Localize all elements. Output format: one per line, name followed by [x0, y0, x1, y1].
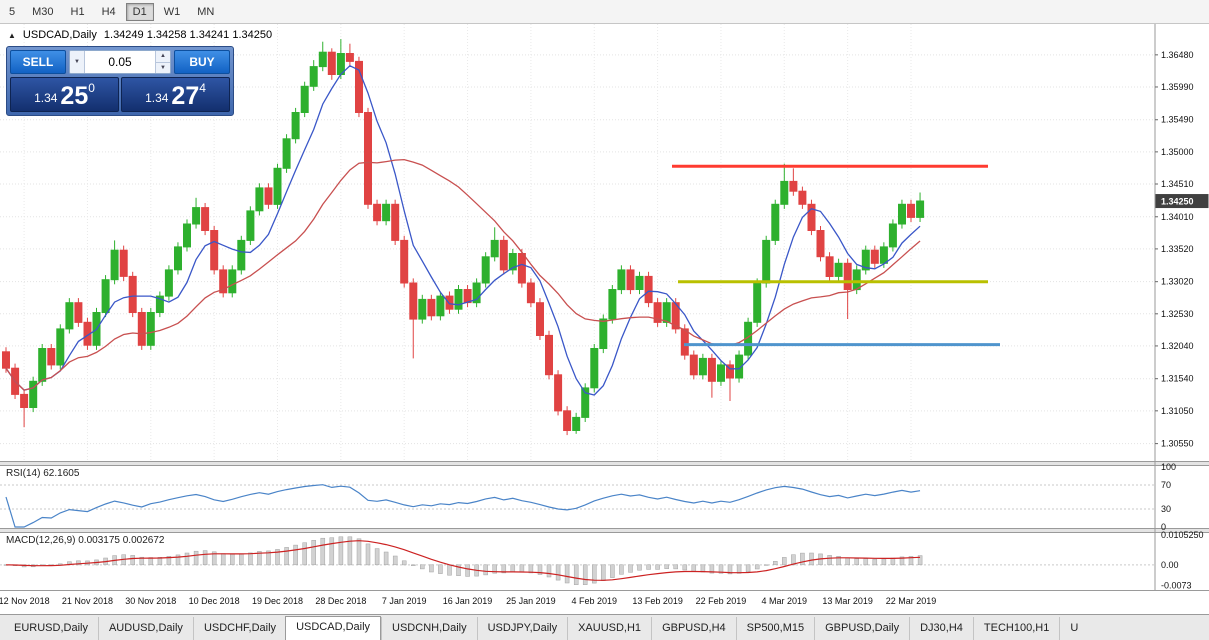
date-tick-label: 22 Feb 2019	[696, 596, 747, 606]
price-tick-label: 1.33520	[1161, 244, 1194, 254]
chart-ohlc-values: 1.34249 1.34258 1.34241 1.34250	[103, 29, 273, 41]
buy-price-pipette: 4	[199, 81, 206, 95]
timeframe-button-5[interactable]: 5	[9, 5, 16, 18]
price-tick-label: 1.32040	[1161, 341, 1194, 351]
ma-slow-line	[5, 158, 921, 391]
volume-input[interactable]	[85, 51, 155, 73]
date-tick-label: 4 Feb 2019	[571, 596, 617, 606]
buy-button[interactable]: BUY	[174, 50, 230, 74]
macd-scale-label: 0.00	[1161, 560, 1179, 570]
date-tick-label: 16 Jan 2019	[443, 596, 493, 606]
buy-price-big-digits: 27	[171, 82, 200, 110]
price-chart-canvas[interactable]: RSI(14) 62.1605 MACD(12,26,9) 0.003175 0.…	[0, 24, 1209, 614]
buy-price-quote[interactable]: 1.34 27 4	[121, 77, 230, 112]
timeframe-toolbar: 5 M30 H1 H4 D1 W1 MN	[0, 0, 1209, 24]
volume-decrease-icon[interactable]: ▼	[156, 62, 170, 73]
price-tick-label: 1.32530	[1161, 309, 1194, 319]
chart-tab-USDCNH-Daily[interactable]: USDCNH,Daily	[381, 617, 477, 640]
pane-splitter[interactable]	[0, 461, 1209, 466]
volume-increase-icon[interactable]: ▲	[156, 51, 170, 63]
sell-price-pipette: 0	[88, 81, 95, 95]
timeframe-button-H1[interactable]: H1	[70, 5, 85, 18]
date-tick-label: 19 Dec 2018	[252, 596, 303, 606]
one-click-trading-panel: SELL ▼ ▲ ▼ BUY 1.34 25 0 1	[6, 46, 234, 116]
price-tick-label: 1.35490	[1161, 115, 1194, 125]
chart-tab-U[interactable]: U	[1059, 617, 1088, 640]
sell-price-quote[interactable]: 1.34 25 0	[10, 77, 119, 112]
chart-symbol-label: USDCAD,Daily	[22, 29, 97, 41]
candles-layer[interactable]	[2, 39, 925, 436]
date-tick-label: 4 Mar 2019	[762, 596, 808, 606]
date-axis[interactable]: 12 Nov 2018 21 Nov 2018 30 Nov 2018 10 Dec …	[0, 596, 936, 606]
chart-window[interactable]: RSI(14) 62.1605 MACD(12,26,9) 0.003175 0.…	[0, 24, 1209, 614]
price-tick-label: 1.30550	[1161, 439, 1194, 449]
pane-splitter[interactable]	[0, 528, 1209, 533]
macd-signal-line	[5, 540, 921, 581]
rsi-scale-label: 70	[1161, 480, 1171, 490]
ma-fast-line	[5, 65, 921, 396]
price-tick-label: 1.35990	[1161, 82, 1194, 92]
chart-tab-GBPUSD-Daily[interactable]: GBPUSD,Daily	[814, 617, 909, 640]
chart-tab-USDCHF-Daily[interactable]: USDCHF,Daily	[192, 617, 286, 640]
chart-title: ▲ USDCAD,Daily 1.34249 1.34258 1.34241 1…	[8, 29, 272, 41]
rsi-scale-label: 30	[1161, 504, 1171, 514]
chart-tab-DJ30-H4[interactable]: DJ30,H4	[909, 617, 973, 640]
svg-text:1.34250: 1.34250	[1161, 197, 1194, 207]
date-tick-label: 10 Dec 2018	[189, 596, 240, 606]
chart-tab-EURUSD-Daily[interactable]: EURUSD,Daily	[14, 622, 88, 634]
date-tick-label: 25 Jan 2019	[506, 596, 556, 606]
buy-price-base: 1.34	[145, 91, 169, 105]
rsi-pane: RSI(14) 62.1605	[0, 468, 1155, 510]
rsi-scale-label: 0	[1161, 522, 1166, 532]
chart-tab-USDJPY-Daily[interactable]: USDJPY,Daily	[476, 617, 568, 640]
timeframe-button-H4[interactable]: H4	[101, 5, 116, 18]
price-tick-label: 1.34010	[1161, 212, 1194, 222]
price-tick-label: 1.31050	[1161, 406, 1194, 416]
timeframe-button-D1[interactable]: D1	[125, 2, 154, 21]
current-price-tag: 1.34250	[1155, 194, 1209, 209]
date-tick-label: 13 Mar 2019	[822, 596, 873, 606]
timeframe-button-W1[interactable]: W1	[163, 5, 181, 18]
date-tick-label: 22 Mar 2019	[886, 596, 937, 606]
one-click-collapse-icon[interactable]: ▲	[8, 30, 16, 40]
timeframe-button-MN[interactable]: MN	[197, 5, 215, 18]
macd-scale-label: 0.0105250	[1161, 530, 1204, 540]
price-tick-label: 1.31540	[1161, 374, 1194, 384]
volume-spin-buttons: ▲ ▼	[155, 51, 170, 73]
rsi-line	[5, 484, 921, 528]
rsi-indicator-label: RSI(14) 62.1605	[6, 468, 80, 479]
macd-scale-label: -0.0073	[1161, 581, 1192, 591]
date-tick-label: 7 Jan 2019	[382, 596, 427, 606]
timeframe-button-M30[interactable]: M30	[32, 5, 54, 18]
macd-pane: MACD(12,26,9) 0.003175 0.002672	[0, 535, 1155, 585]
price-tick-label: 1.34510	[1161, 179, 1194, 189]
chart-tab-XAUUSD-H1[interactable]: XAUUSD,H1	[567, 617, 651, 640]
price-axis[interactable]: 1.36480 1.35990 1.35490 1.35000 1.34510 1.340…	[1154, 24, 1209, 591]
date-tick-label: 30 Nov 2018	[125, 596, 176, 606]
chart-tab-AUDUSD-Daily[interactable]: AUDUSD,Daily	[97, 617, 193, 640]
macd-indicator-label: MACD(12,26,9) 0.003175 0.002672	[6, 535, 165, 546]
price-tick-label: 1.36480	[1161, 50, 1194, 60]
rsi-scale-label: 100	[1161, 462, 1176, 472]
date-tick-label: 28 Dec 2018	[315, 596, 366, 606]
chart-tab-GBPUSD-H4[interactable]: GBPUSD,H4	[651, 617, 736, 640]
sell-price-base: 1.34	[34, 91, 58, 105]
chart-tab-USDCAD-Daily[interactable]: USDCAD,Daily	[285, 616, 382, 640]
volume-dropdown-icon[interactable]: ▼	[70, 51, 85, 73]
volume-stepper: ▼ ▲ ▼	[69, 50, 171, 74]
chart-tab-bar: EURUSD,Daily AUDUSD,Daily USDCHF,Daily USDC…	[0, 614, 1209, 640]
date-tick-label: 13 Feb 2019	[632, 596, 683, 606]
sell-button[interactable]: SELL	[10, 50, 66, 74]
chart-tab-TECH100-H1[interactable]: TECH100,H1	[972, 617, 1059, 640]
date-tick-label: 21 Nov 2018	[62, 596, 113, 606]
price-tick-label: 1.33020	[1161, 277, 1194, 287]
chart-tab-SP500-M15[interactable]: SP500,M15	[735, 617, 814, 640]
sell-price-big-digits: 25	[60, 82, 89, 110]
price-tick-label: 1.35000	[1161, 147, 1194, 157]
date-tick-label: 12 Nov 2018	[0, 596, 50, 606]
